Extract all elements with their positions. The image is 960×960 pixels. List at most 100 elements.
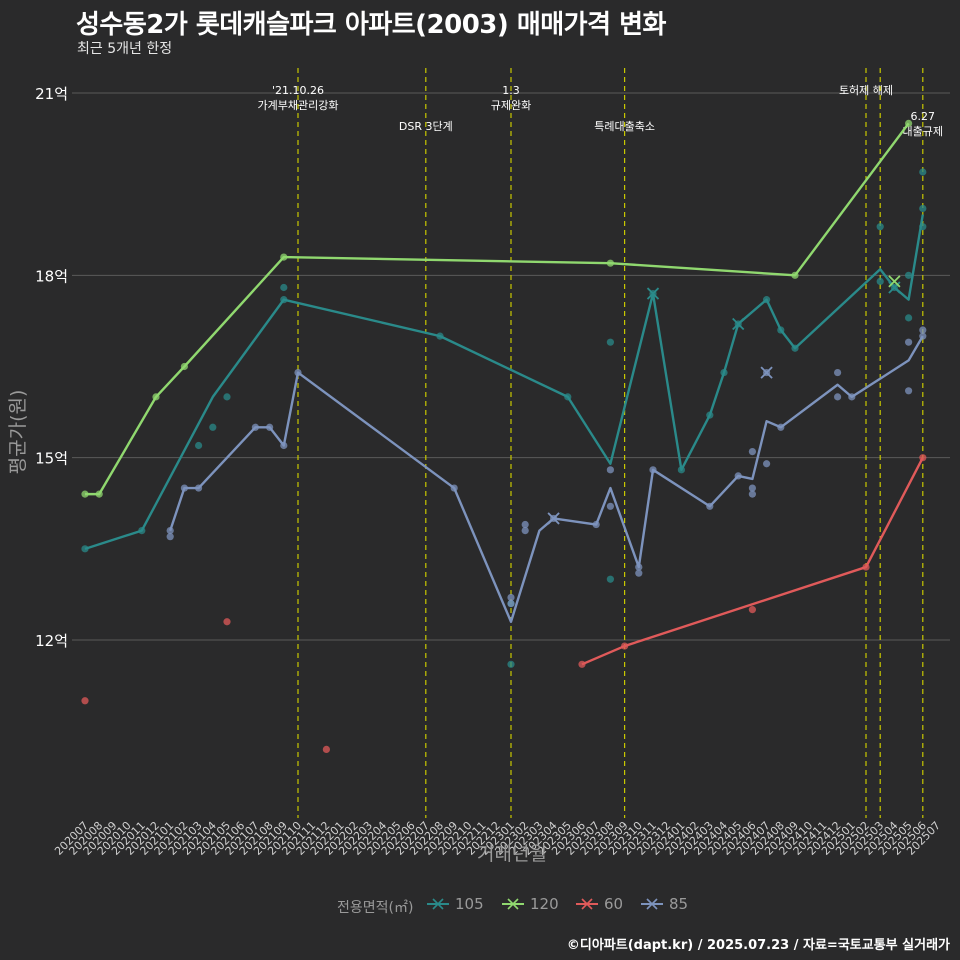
data-point-60 — [862, 563, 870, 571]
data-point-120 — [280, 253, 288, 261]
data-point-105 — [606, 575, 615, 583]
legend-label-120: 120 — [530, 895, 559, 913]
data-point-105 — [280, 283, 288, 292]
data-point-105 — [677, 466, 686, 474]
data-point-85 — [606, 502, 615, 510]
data-point-105 — [436, 332, 444, 340]
data-point-60 — [81, 697, 89, 705]
data-point-85 — [649, 466, 657, 474]
data-point-105 — [195, 441, 203, 450]
event-label: 특례대출축소 — [594, 120, 655, 133]
data-point-105 — [777, 326, 785, 334]
cross-marker-105 — [888, 281, 901, 294]
event-label: 토허제 해제 — [839, 83, 893, 97]
data-point-105 — [223, 393, 231, 401]
data-point-85 — [919, 326, 927, 334]
data-point-85 — [635, 563, 643, 571]
data-point-85 — [748, 447, 757, 456]
data-point-105 — [763, 296, 771, 304]
y-tick-label: 21억 — [35, 85, 68, 103]
event-label: 대출규제 — [903, 125, 943, 138]
event-label: 규제완화 — [491, 99, 531, 112]
data-point-85 — [450, 484, 458, 492]
legend-key-120 — [502, 898, 524, 910]
cross-marker-105 — [732, 317, 745, 331]
data-point-60 — [322, 745, 330, 754]
data-point-120 — [791, 271, 799, 279]
data-point-120 — [905, 119, 913, 127]
data-point-105 — [791, 344, 799, 352]
data-point-85 — [166, 533, 174, 541]
data-point-120 — [152, 393, 160, 401]
legend-label-60: 60 — [604, 895, 624, 913]
y-axis-title: 평균가(원) — [7, 390, 29, 475]
legend-item-60: 60 — [576, 895, 623, 913]
legend-label-85: 85 — [669, 895, 689, 913]
data-point-85 — [834, 393, 842, 401]
legend-label-105: 105 — [455, 895, 484, 913]
data-point-85 — [905, 387, 913, 395]
legend-key-85 — [641, 898, 663, 910]
data-point-85 — [777, 423, 785, 431]
data-point-85 — [521, 527, 529, 535]
data-point-85 — [748, 490, 757, 498]
series-line-85 — [169, 335, 924, 623]
data-point-85 — [507, 593, 515, 602]
event-label: 6.27 — [911, 110, 936, 123]
data-point-85 — [166, 527, 174, 535]
cross-marker-85 — [760, 366, 773, 379]
x-axis-title: 거래년월 — [477, 843, 547, 865]
data-point-105 — [919, 223, 927, 231]
data-point-105 — [280, 296, 288, 304]
event-label: 가계부채관리강화 — [258, 99, 339, 112]
y-tick-label: 12억 — [35, 632, 68, 650]
data-point-85 — [734, 472, 742, 480]
data-point-105 — [919, 204, 927, 213]
data-point-85 — [834, 368, 842, 377]
data-point-105 — [209, 423, 217, 431]
data-point-105 — [706, 411, 714, 419]
data-point-85 — [905, 338, 913, 346]
y-tick-label: 15억 — [35, 450, 68, 468]
cross-marker-120 — [888, 275, 901, 288]
data-point-85 — [294, 368, 302, 377]
data-point-105 — [876, 277, 884, 286]
legend-item-105: 105 — [427, 895, 484, 913]
series-line-105 — [84, 214, 924, 550]
legend-item-85: 85 — [641, 895, 688, 913]
legend-key-60 — [576, 898, 598, 910]
data-point-105 — [905, 271, 913, 279]
data-point-105 — [720, 368, 728, 377]
cross-marker-85 — [547, 512, 560, 525]
event-label: 1.3 — [502, 84, 520, 97]
data-point-85 — [706, 502, 714, 510]
data-point-105 — [905, 314, 913, 322]
data-point-85 — [763, 460, 771, 468]
data-point-120 — [95, 490, 103, 498]
y-tick-label: 18억 — [35, 267, 68, 285]
data-point-120 — [81, 490, 89, 498]
source-caption: ©디아파트(dapt.kr) / 2025.07.23 / 자료=국토교통부 실… — [566, 938, 950, 953]
data-point-105 — [564, 393, 572, 401]
data-point-105 — [138, 527, 146, 535]
legend-title: 전용면적(㎡) — [337, 900, 414, 916]
data-point-105 — [606, 338, 615, 346]
data-point-120 — [606, 259, 615, 267]
data-point-120 — [180, 362, 188, 371]
data-point-85 — [635, 569, 643, 577]
legend-key-105 — [427, 898, 449, 910]
data-point-105 — [876, 223, 884, 231]
data-point-105 — [81, 545, 89, 553]
series-line-120 — [85, 122, 910, 496]
data-point-85 — [521, 520, 529, 529]
event-label: '21.10.26 — [272, 84, 324, 97]
data-point-60 — [621, 642, 629, 650]
data-point-85 — [919, 332, 927, 340]
data-point-60 — [223, 618, 231, 626]
cross-marker-105 — [646, 287, 660, 300]
legend-item-120: 120 — [502, 895, 559, 913]
data-point-85 — [606, 466, 615, 474]
data-point-60 — [578, 660, 586, 668]
data-point-85 — [251, 423, 259, 431]
